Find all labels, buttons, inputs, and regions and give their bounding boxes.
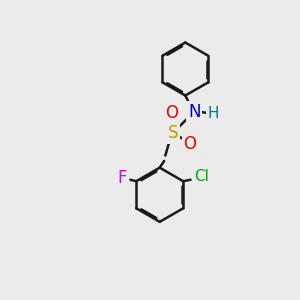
Text: O: O	[165, 104, 178, 122]
Text: F: F	[117, 169, 127, 187]
Text: H: H	[208, 106, 219, 121]
Text: O: O	[184, 135, 196, 153]
Text: Cl: Cl	[194, 169, 209, 184]
Text: N: N	[188, 103, 200, 121]
Text: S: S	[168, 124, 178, 142]
